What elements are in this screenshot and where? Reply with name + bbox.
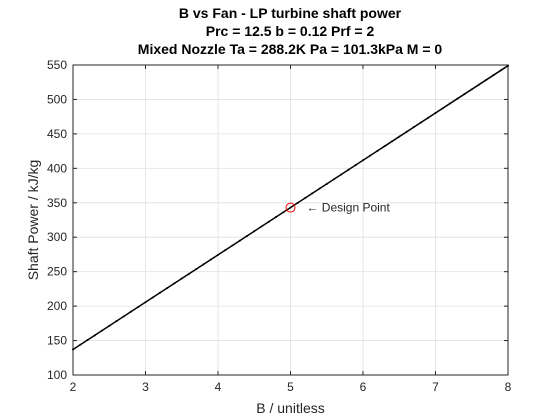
series-marker	[492, 74, 495, 77]
series-marker	[246, 234, 248, 237]
series-marker	[166, 287, 169, 290]
series-marker	[391, 140, 393, 143]
series-marker	[296, 201, 299, 204]
chart-title-line: Prc = 12.5 b = 0.12 Prf = 2	[206, 23, 375, 39]
series-marker	[434, 111, 437, 114]
series-marker	[173, 282, 176, 285]
x-tick-label: 6	[360, 380, 367, 394]
series-marker	[463, 93, 466, 96]
x-tick-label: 3	[142, 380, 149, 394]
x-tick-label: 8	[505, 380, 512, 394]
y-tick-label: 100	[47, 368, 67, 382]
series-marker	[130, 310, 132, 313]
series-marker	[340, 173, 343, 176]
y-axis-label: Shaft Power / kJ/kg	[25, 160, 41, 281]
x-tick-label: 5	[287, 380, 294, 394]
chart-title-line: B vs Fan - LP turbine shaft power	[179, 5, 402, 21]
y-tick-label: 200	[47, 299, 67, 313]
series-marker	[478, 83, 480, 86]
y-tick-label: 550	[47, 58, 67, 72]
series-marker	[456, 97, 459, 100]
series-marker	[224, 249, 227, 252]
series-marker	[101, 329, 103, 332]
series-marker	[253, 230, 256, 233]
series-marker	[93, 334, 96, 337]
series-marker	[405, 130, 408, 133]
series-marker	[188, 272, 190, 275]
y-tick-label: 400	[47, 161, 67, 175]
series-marker	[260, 225, 263, 228]
y-tick-label: 150	[47, 334, 67, 348]
series-marker	[318, 187, 321, 190]
y-tick-label: 300	[47, 230, 67, 244]
series-marker	[86, 339, 89, 342]
y-tick-label: 250	[47, 265, 67, 279]
series-marker	[311, 192, 314, 195]
series-marker	[282, 211, 285, 214]
series-marker	[209, 258, 212, 261]
series-marker	[427, 116, 430, 119]
series-marker	[238, 239, 241, 242]
series-marker	[369, 154, 372, 157]
design-point-marker	[285, 202, 296, 213]
x-tick-label: 2	[70, 380, 77, 394]
series-marker	[441, 107, 444, 110]
series-marker	[144, 301, 147, 304]
series-marker	[354, 164, 357, 167]
series-marker	[485, 78, 488, 81]
series-marker	[412, 126, 415, 129]
series-marker	[362, 159, 364, 162]
series-marker	[79, 343, 82, 346]
chart-title-line: Mixed Nozzle Ta = 288.2K Pa = 101.3kPa M…	[138, 41, 443, 57]
series-marker	[72, 348, 74, 351]
series-marker	[275, 216, 277, 219]
series-marker	[108, 324, 111, 327]
series-marker	[376, 149, 379, 152]
series-marker	[325, 182, 328, 185]
series-marker	[398, 135, 401, 138]
series-marker	[217, 253, 219, 256]
x-tick-label: 4	[215, 380, 222, 394]
y-tick-label: 350	[47, 196, 67, 210]
x-axis-label: B / unitless	[256, 400, 324, 416]
series-marker	[449, 102, 451, 105]
series-marker	[180, 277, 183, 280]
series-marker	[304, 197, 306, 200]
series-marker	[202, 263, 205, 266]
series-marker	[195, 268, 198, 271]
series-marker	[137, 305, 140, 308]
series-marker	[159, 291, 161, 294]
series-marker	[333, 178, 335, 181]
series-marker	[383, 145, 386, 148]
series-marker	[499, 69, 502, 72]
series-marker	[267, 220, 270, 223]
series-marker	[122, 315, 125, 318]
series-marker	[347, 168, 350, 171]
series-marker	[151, 296, 154, 299]
series-marker	[470, 88, 473, 91]
series-marker	[289, 206, 292, 209]
y-tick-label: 500	[47, 92, 67, 106]
series-marker	[115, 320, 118, 323]
x-tick-label: 7	[432, 380, 439, 394]
series-marker	[420, 121, 422, 124]
design-point-annotation: ← Design Point	[306, 201, 390, 215]
y-tick-label: 450	[47, 127, 67, 141]
series-marker	[507, 64, 509, 67]
series-marker	[231, 244, 234, 247]
